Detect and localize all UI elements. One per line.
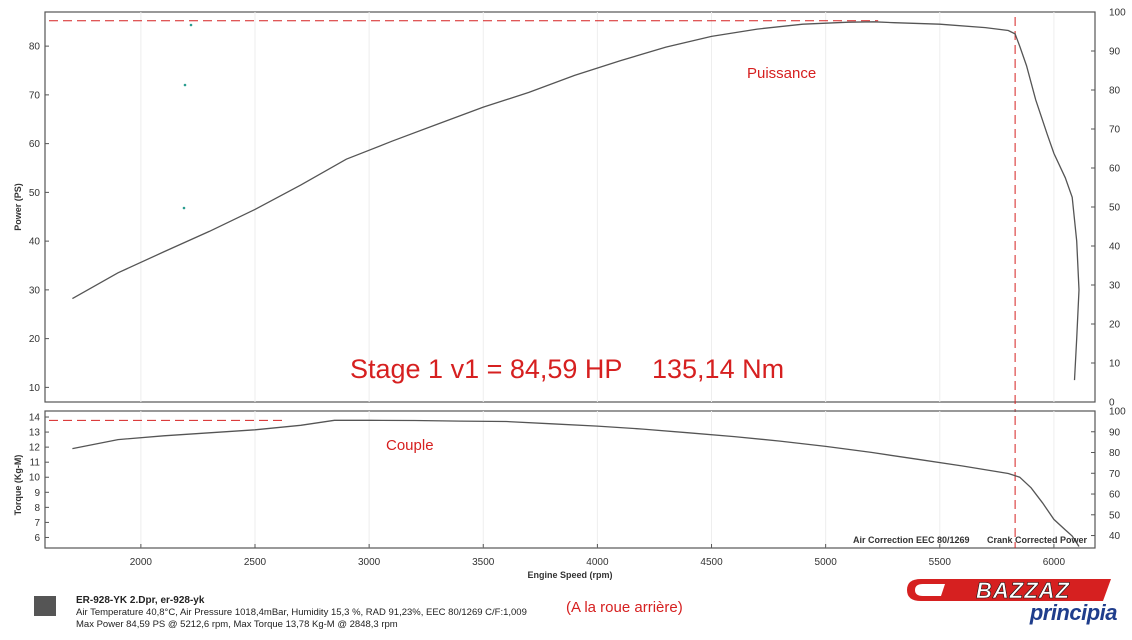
- y2-tick-label: 60: [1109, 490, 1121, 501]
- torque-nm-label: 135,14 Nm: [652, 354, 784, 384]
- y-tick-label: 30: [29, 285, 41, 296]
- x-tick-label: 5500: [929, 557, 952, 568]
- x-tick-label: 4000: [586, 557, 609, 568]
- y2-tick-label: 60: [1109, 164, 1121, 175]
- torque-panel-frame: [44, 410, 1096, 549]
- conditions-line: Air Temperature 40,8°C, Air Pressure 101…: [76, 607, 527, 618]
- y2-tick-label: 90: [1109, 47, 1121, 58]
- power-axis-title: Power (PS): [13, 183, 23, 231]
- principia-wordmark: principia: [1029, 600, 1118, 625]
- rear-wheel-note: (A la roue arrière): [566, 599, 683, 616]
- run-name: ER-928-YK 2.Dpr, er-928-yk: [76, 595, 205, 606]
- scan-dot: [183, 83, 187, 87]
- x-tick-label: 3500: [472, 557, 495, 568]
- y2-tick-label: 50: [1109, 510, 1121, 521]
- y-tick-label: 13: [29, 428, 41, 439]
- couple-label: Couple: [386, 437, 434, 454]
- y-tick-label: 6: [34, 533, 40, 544]
- puissance-label: Puissance: [747, 65, 816, 82]
- scan-dot: [189, 23, 193, 27]
- y-tick-label: 20: [29, 334, 41, 345]
- y2-tick-label: 80: [1109, 86, 1121, 97]
- torque-axis-title: Torque (Kg-M): [13, 455, 23, 516]
- y-tick-label: 12: [29, 443, 41, 454]
- bazzaz-logo-mark: BAZZAZ: [907, 578, 1111, 603]
- y2-tick-label: 80: [1109, 448, 1121, 459]
- y-tick-label: 9: [34, 488, 40, 499]
- y2-tick-label: 10: [1109, 359, 1121, 370]
- y2-tick-label: 30: [1109, 281, 1121, 292]
- y-tick-label: 11: [30, 458, 41, 469]
- y2-tick-label: 70: [1109, 469, 1121, 480]
- max-values-line: Max Power 84,59 PS @ 5212,6 rpm, Max Tor…: [76, 619, 398, 630]
- y-tick-label: 8: [34, 503, 40, 514]
- y2-tick-label: 100: [1109, 8, 1126, 19]
- legend-swatch: [34, 596, 56, 616]
- y-tick-label: 10: [29, 473, 41, 484]
- y2-tick-label: 40: [1109, 531, 1121, 542]
- stage-label: Stage 1 v1 = 84,59 HP: [350, 354, 622, 384]
- x-tick-label: 3000: [358, 557, 381, 568]
- y2-tick-label: 100: [1109, 407, 1126, 418]
- y-tick-label: 70: [29, 90, 41, 101]
- svg-text:BAZZAZ: BAZZAZ: [976, 578, 1071, 603]
- crank-corrected-label: Crank Corrected Power: [987, 535, 1088, 545]
- x-tick-label: 2000: [130, 557, 153, 568]
- y-tick-label: 80: [29, 42, 41, 53]
- bazzaz-logo: BAZZAZ principia: [905, 576, 1125, 626]
- power-panel-frame: [44, 11, 1096, 403]
- y-tick-label: 60: [29, 139, 41, 150]
- x-axis-title: Engine Speed (rpm): [527, 570, 612, 580]
- y2-tick-label: 50: [1109, 203, 1121, 214]
- y-tick-label: 50: [29, 188, 41, 199]
- x-tick-label: 4500: [700, 557, 723, 568]
- y2-tick-label: 40: [1109, 242, 1121, 253]
- y2-tick-label: 70: [1109, 125, 1121, 136]
- power-curve: [72, 21, 1080, 381]
- y-tick-label: 14: [29, 413, 41, 424]
- y-tick-label: 40: [29, 237, 41, 248]
- scan-dot: [182, 206, 186, 210]
- y-tick-label: 10: [29, 383, 41, 394]
- y2-tick-label: 90: [1109, 427, 1121, 438]
- torque-curve: [72, 419, 1080, 547]
- y-tick-label: 7: [34, 518, 40, 529]
- y2-tick-label: 0: [1109, 398, 1115, 409]
- x-tick-label: 5000: [815, 557, 838, 568]
- x-tick-label: 2500: [244, 557, 267, 568]
- y2-tick-label: 20: [1109, 320, 1121, 331]
- x-tick-label: 6000: [1043, 557, 1066, 568]
- air-correction-label: Air Correction EEC 80/1269: [853, 535, 970, 545]
